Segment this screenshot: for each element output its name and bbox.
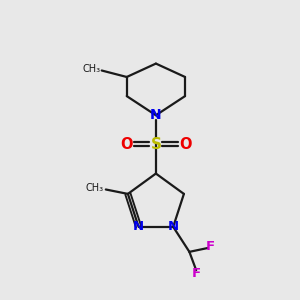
Text: O: O [179, 136, 192, 152]
Text: F: F [206, 240, 215, 253]
Text: CH₃: CH₃ [82, 64, 100, 74]
Text: S: S [150, 136, 161, 152]
Text: N: N [150, 108, 162, 122]
Text: CH₃: CH₃ [85, 183, 104, 193]
Text: N: N [168, 220, 179, 233]
Text: N: N [132, 220, 144, 233]
Text: O: O [120, 136, 133, 152]
Text: F: F [192, 266, 201, 280]
